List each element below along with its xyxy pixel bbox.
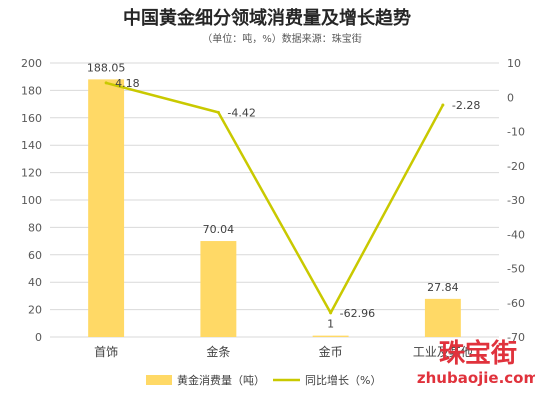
right-axis-tick-label: 10 bbox=[507, 57, 521, 70]
watermark-url-text: zhubaojie.com bbox=[417, 369, 535, 387]
bar bbox=[424, 298, 461, 337]
right-axis-tick-label: -70 bbox=[507, 331, 525, 344]
legend-bar-label: 黄金消费量（吨） bbox=[177, 373, 265, 387]
growth-line bbox=[105, 81, 444, 315]
right-axis-tick-label: -40 bbox=[507, 228, 525, 241]
left-axis-tick-label: 120 bbox=[21, 167, 42, 180]
line-point bbox=[104, 81, 108, 85]
bar bbox=[200, 241, 237, 337]
left-axis-tick-label: 180 bbox=[21, 84, 42, 97]
right-axis-tick-label: -20 bbox=[507, 160, 525, 173]
left-axis-tick-label: 40 bbox=[28, 276, 42, 289]
line-series bbox=[104, 81, 445, 315]
left-axis-tick-label: 160 bbox=[21, 112, 42, 125]
bar-value-label: 70.04 bbox=[203, 223, 235, 236]
category-label: 首饰 bbox=[94, 345, 118, 359]
right-axis-ticks: -70 -60 -50 -40 -30 -20 -10 0 10 bbox=[507, 57, 525, 344]
line-value-label: -4.42 bbox=[227, 106, 255, 119]
bar-value-label: 1 bbox=[327, 318, 334, 331]
left-axis-tick-label: 60 bbox=[28, 249, 42, 262]
left-axis-tick-label: 0 bbox=[35, 331, 42, 344]
category-axis-labels: 首饰 金条 金币 工业及其他 bbox=[94, 344, 473, 359]
legend-bar-swatch bbox=[146, 375, 172, 385]
data-labels: 188.05 70.04 1 27.84 4.18 -4.42 -62.96 -2.28 bbox=[87, 61, 480, 330]
bar bbox=[88, 79, 125, 338]
left-axis-tick-label: 140 bbox=[21, 139, 42, 152]
left-axis-tick-label: 200 bbox=[21, 57, 42, 70]
right-axis-tick-label: -50 bbox=[507, 263, 525, 276]
line-point bbox=[216, 110, 220, 114]
line-point bbox=[329, 311, 333, 315]
right-axis-tick-label: -10 bbox=[507, 126, 525, 139]
gridlines bbox=[50, 62, 499, 338]
left-axis-tick-label: 80 bbox=[28, 221, 42, 234]
legend-line-label: 同比增长（%） bbox=[305, 373, 381, 387]
left-axis-ticks: 0 20 40 60 80 100 120 140 160 180 200 bbox=[21, 57, 42, 344]
bar-value-label: 27.84 bbox=[427, 281, 459, 294]
line-value-label: 4.18 bbox=[115, 77, 140, 90]
category-label: 工业及其他 bbox=[413, 345, 473, 359]
right-axis-tick-label: -60 bbox=[507, 297, 525, 310]
category-label: 金币 bbox=[319, 344, 343, 359]
chart-title: 中国黄金细分领域消费量及增长趋势 bbox=[123, 7, 411, 29]
category-label: 金条 bbox=[206, 344, 230, 359]
chart-subtitle: （单位：吨，%）数据来源：珠宝街 bbox=[202, 32, 362, 45]
left-axis-tick-label: 100 bbox=[21, 194, 42, 207]
right-axis-tick-label: -30 bbox=[507, 194, 525, 207]
line-point bbox=[441, 103, 445, 107]
bar bbox=[312, 335, 349, 337]
watermark-chinese-text: 珠宝街 bbox=[439, 338, 517, 369]
bar-value-label: 188.05 bbox=[87, 61, 126, 74]
right-axis-tick-label: 0 bbox=[507, 91, 514, 104]
watermark-logo: 珠宝街 zhubaojie.com bbox=[417, 338, 535, 387]
line-value-label: -62.96 bbox=[340, 307, 375, 320]
legend: 黄金消费量（吨） 同比增长（%） bbox=[146, 373, 381, 387]
line-value-label: -2.28 bbox=[452, 99, 480, 112]
bar-series bbox=[88, 79, 461, 338]
left-axis-tick-label: 20 bbox=[28, 304, 42, 317]
